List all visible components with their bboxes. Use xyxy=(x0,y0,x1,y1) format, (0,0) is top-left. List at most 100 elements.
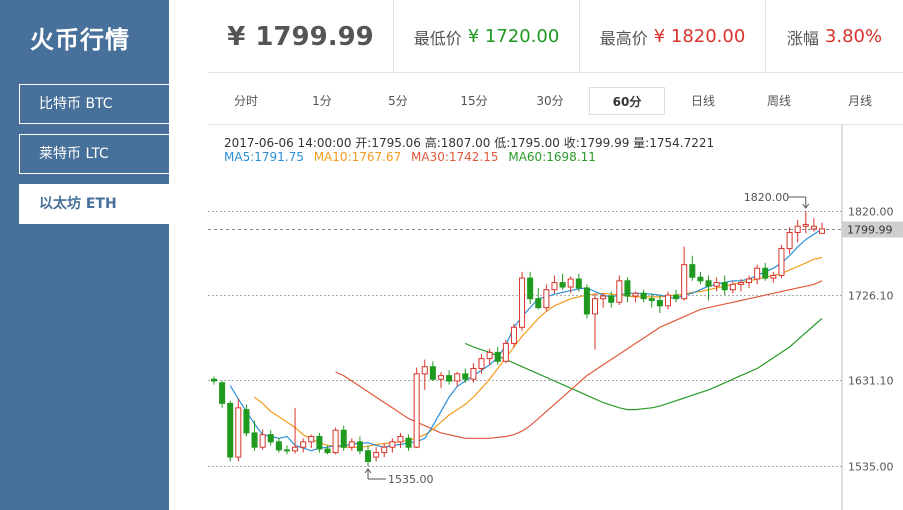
candle-body xyxy=(332,429,339,454)
nav-item-ltc[interactable]: 莱特币 LTC xyxy=(19,134,169,174)
candle-body xyxy=(648,298,655,301)
high-price-value: ¥ 1820.00 xyxy=(653,26,746,47)
candle-body xyxy=(219,382,226,404)
candle-body xyxy=(308,435,315,443)
candle-body xyxy=(786,231,793,250)
candle-body xyxy=(721,282,728,291)
candle-body xyxy=(762,267,769,279)
candle-body xyxy=(235,407,242,458)
tab-15min[interactable]: 15分 xyxy=(460,94,488,108)
kline-chart[interactable]: 2017-06-06 14:00:00 开:1795.06 高:1807.00 … xyxy=(208,124,903,510)
candle-body xyxy=(300,441,307,448)
candle-body xyxy=(810,225,817,230)
candle-body xyxy=(673,294,680,300)
candle-body xyxy=(373,452,380,458)
candle-body xyxy=(608,295,615,303)
candle-body xyxy=(283,449,290,452)
candle-body xyxy=(770,274,777,279)
app-title: 火币行情 xyxy=(30,26,130,54)
candle-body xyxy=(737,282,744,285)
annotation-arrow xyxy=(802,203,810,209)
candle-body xyxy=(535,298,542,309)
candle-body xyxy=(478,358,485,369)
price-value: 1799.99 xyxy=(255,21,374,52)
interval-tabs: 分时 1分 5分 15分 30分 60分 日线 周线 月线 xyxy=(208,87,903,115)
candle-body xyxy=(527,277,534,300)
candle-body xyxy=(292,446,299,452)
candle-body xyxy=(462,373,469,380)
candle-body xyxy=(632,292,639,297)
candle-body xyxy=(802,223,809,227)
candle-body xyxy=(243,409,250,434)
sidebar: 火币行情 比特币 BTC 莱特币 LTC 以太坊 ETH xyxy=(0,0,169,510)
tab-time-share[interactable]: 分时 xyxy=(233,94,258,108)
candle-body xyxy=(575,278,582,289)
candle-body xyxy=(494,351,501,362)
chart-canvas: 1535.00 1631.10 1726.10 1820.00 1799.99 1820.… xyxy=(208,125,903,510)
nav-item-eth[interactable]: 以太坊 ETH xyxy=(19,184,169,224)
tab-daily[interactable]: 日线 xyxy=(690,94,715,108)
candle-body xyxy=(624,280,631,297)
current-price: ¥ 1799.99 xyxy=(208,0,394,73)
candle-body xyxy=(397,435,404,443)
candle-body xyxy=(324,448,331,454)
ticker-header: ¥ 1799.99 最低价 ¥ 1720.00 最高价 ¥ 1820.00 涨幅… xyxy=(208,0,903,73)
tab-5min[interactable]: 5分 xyxy=(388,94,408,108)
tab-monthly[interactable]: 月线 xyxy=(847,94,872,108)
tab-1min[interactable]: 1分 xyxy=(312,94,332,108)
candle-body xyxy=(616,280,623,303)
candle-body xyxy=(356,441,363,452)
annotation-arrow xyxy=(364,468,372,474)
ma30-legend: MA30:1742.15 xyxy=(411,150,499,164)
candle-body xyxy=(583,287,590,315)
candle-body xyxy=(640,292,647,300)
candle-body xyxy=(365,450,372,463)
candle-body xyxy=(664,294,671,307)
nav-item-btc[interactable]: 比特币 BTC xyxy=(19,84,169,124)
candle-body xyxy=(754,267,761,280)
candle-body xyxy=(210,378,218,382)
y-tick-label: 1820.00 xyxy=(848,206,894,219)
candle-body xyxy=(405,437,412,448)
high-price: 最高价 ¥ 1820.00 xyxy=(580,0,766,73)
candle-body xyxy=(681,264,688,300)
candle-body xyxy=(656,299,663,307)
candle-body xyxy=(746,278,753,284)
candle-body xyxy=(413,373,420,448)
candle-body xyxy=(421,366,428,375)
candle-body xyxy=(381,446,388,454)
candle-body xyxy=(713,282,720,287)
low-price-label: 最低价 xyxy=(413,28,462,48)
y-tick-label: 1535.00 xyxy=(848,461,894,474)
candle-body xyxy=(340,429,347,448)
candle-body xyxy=(794,225,801,233)
candle-body xyxy=(551,282,558,291)
candle-body xyxy=(510,326,517,344)
ma60-legend: MA60:1698.11 xyxy=(508,150,596,164)
low-annotation-label: 1535.00 xyxy=(388,473,434,486)
tab-60min[interactable]: 60分 xyxy=(589,87,665,115)
low-price-value: ¥ 1720.00 xyxy=(467,26,560,47)
candle-body xyxy=(543,289,550,309)
ma5-line xyxy=(229,228,823,452)
candle-body xyxy=(697,276,704,282)
ma60-line xyxy=(465,317,823,411)
tab-30min[interactable]: 30分 xyxy=(536,94,564,108)
candle-body xyxy=(519,277,526,328)
ma5-legend: MA5:1791.75 xyxy=(224,150,304,164)
candle-body xyxy=(818,228,826,234)
candle-body xyxy=(348,441,355,448)
ma10-legend: MA10:1767.67 xyxy=(313,150,402,164)
candle-info: 2017-06-06 14:00:00 开:1795.06 高:1807.00 … xyxy=(224,136,715,150)
high-price-label: 最高价 xyxy=(599,28,648,48)
tab-weekly[interactable]: 周线 xyxy=(766,94,791,108)
candle-body xyxy=(437,375,444,380)
y-tick-label: 1726.10 xyxy=(848,290,894,303)
candle-body xyxy=(454,373,461,382)
candle-body xyxy=(259,434,266,448)
currency-symbol: ¥ xyxy=(227,21,246,52)
candle-body xyxy=(592,298,599,315)
candle-body xyxy=(567,278,574,288)
candle-body xyxy=(689,264,696,278)
